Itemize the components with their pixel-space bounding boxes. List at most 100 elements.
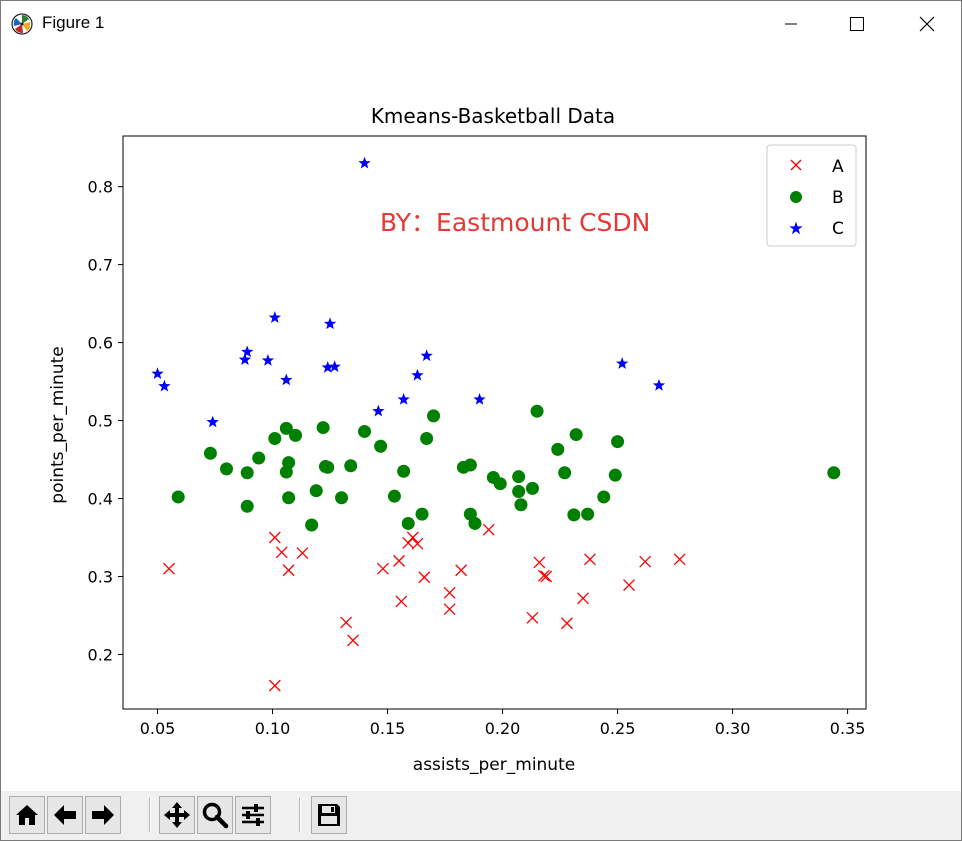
point-b (427, 409, 441, 423)
save-icon (318, 804, 340, 826)
point-b (387, 489, 401, 503)
point-b (567, 508, 581, 522)
point-a (623, 579, 636, 592)
home-icon (16, 805, 38, 825)
matplotlib-icon (11, 13, 33, 35)
legend-label-c: C (832, 219, 844, 239)
point-b (463, 458, 477, 472)
point-b (374, 439, 388, 453)
point-c (411, 368, 424, 381)
point-b (282, 456, 296, 470)
point-b (321, 460, 335, 474)
point-b (551, 442, 565, 456)
maximize-icon (850, 17, 864, 31)
point-b (279, 421, 293, 435)
legend-box (766, 144, 857, 247)
point-b (611, 435, 625, 449)
x-tick-label: 0.25 (600, 719, 636, 738)
point-b (335, 491, 349, 505)
point-b (203, 446, 217, 460)
minimize-icon (785, 23, 797, 25)
zoom-button[interactable] (197, 796, 233, 834)
x-axis-label: assists_per_minute (413, 755, 575, 775)
forward-icon (92, 805, 114, 825)
point-a (584, 553, 596, 566)
configure-subplots-button[interactable] (235, 796, 271, 834)
pan-button[interactable] (159, 796, 195, 834)
pan-icon (164, 802, 190, 828)
close-icon (919, 16, 935, 32)
point-b (420, 431, 434, 445)
point-a (482, 523, 495, 536)
y-tick-label: 0.6 (88, 334, 113, 353)
point-a (577, 592, 590, 605)
point-b (827, 466, 841, 480)
point-b (344, 459, 358, 473)
point-b (289, 428, 303, 442)
point-a (163, 562, 175, 575)
title-bar[interactable]: Figure 1 (1, 1, 961, 47)
x-tick-label: 0.35 (830, 719, 866, 738)
point-c (473, 393, 486, 405)
point-a (526, 611, 539, 624)
close-button[interactable] (897, 1, 957, 47)
point-a (443, 603, 456, 616)
y-tick-label: 0.3 (88, 567, 113, 586)
point-a (395, 595, 408, 608)
point-a (268, 531, 281, 544)
point-c (328, 360, 341, 373)
forward-button[interactable] (85, 796, 121, 834)
point-a (540, 570, 553, 583)
watermark-text: BY：Eastmount CSDN (380, 208, 650, 237)
save-button[interactable] (311, 796, 347, 834)
point-c (280, 373, 293, 386)
point-c (323, 317, 337, 330)
point-b (530, 404, 544, 418)
chart-title: Kmeans-Basketball Data (371, 104, 615, 128)
y-tick-label: 0.7 (88, 256, 113, 275)
point-a (533, 556, 546, 569)
data-points (151, 156, 841, 692)
point-b (305, 518, 319, 532)
back-icon (54, 805, 76, 825)
plot-frame (122, 135, 867, 710)
point-c (652, 378, 666, 391)
figure-canvas[interactable]: Kmeans-Basketball Data 0.05 0.10 0.15 0.20 0… (1, 47, 961, 791)
point-a (268, 679, 281, 692)
legend-marker-b (790, 191, 802, 203)
legend-marker-a (790, 159, 802, 171)
legend-label-b: B (832, 188, 844, 208)
point-a (296, 547, 309, 560)
back-button[interactable] (47, 796, 83, 834)
point-c (372, 404, 385, 417)
point-b (608, 468, 622, 482)
window-title: Figure 1 (42, 13, 105, 32)
navigation-toolbar (1, 791, 961, 840)
maximize-button[interactable] (827, 1, 887, 47)
point-a (340, 616, 353, 629)
point-a (393, 554, 405, 567)
point-c (238, 353, 252, 365)
point-b (569, 428, 583, 442)
point-b (220, 462, 234, 476)
point-b (240, 499, 254, 513)
point-a (406, 531, 419, 544)
legend-label-a: A (832, 157, 844, 177)
point-b (358, 424, 372, 438)
home-button[interactable] (9, 796, 45, 834)
point-b (514, 498, 528, 512)
point-a (347, 634, 359, 647)
minimize-button[interactable] (761, 1, 821, 47)
y-tick-label: 0.4 (88, 490, 113, 509)
point-b (401, 516, 415, 530)
point-c (151, 367, 164, 380)
configure-subplots-icon (242, 804, 264, 826)
point-b (252, 451, 266, 465)
legend-marker-c (789, 221, 803, 235)
x-tick-label: 0.10 (255, 719, 291, 738)
point-a (537, 569, 550, 582)
toolbar-separator (299, 798, 301, 832)
point-a (561, 617, 573, 630)
y-axis-label: points_per_minute (48, 346, 68, 503)
x-tick-label: 0.15 (370, 719, 406, 738)
